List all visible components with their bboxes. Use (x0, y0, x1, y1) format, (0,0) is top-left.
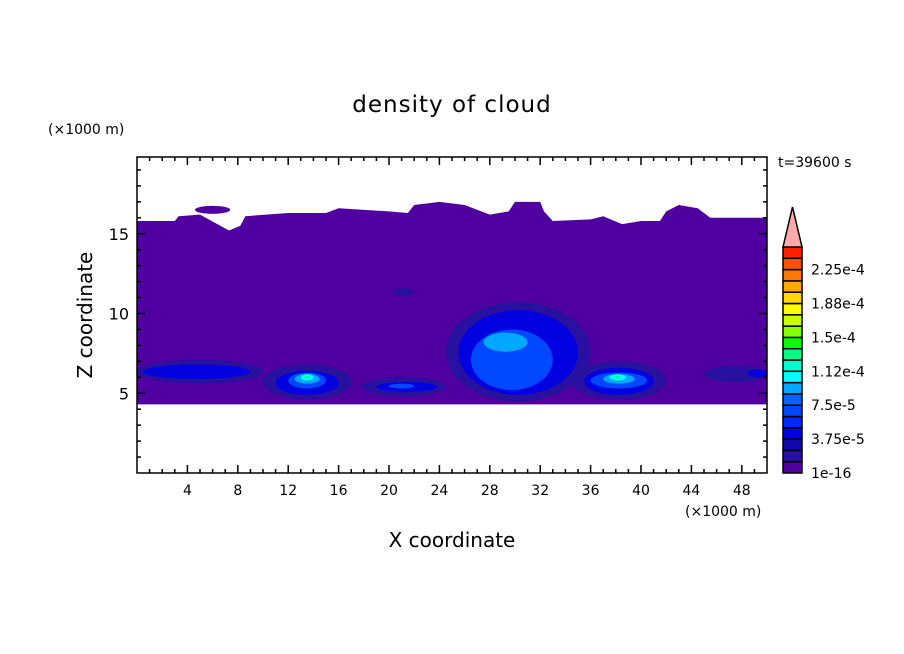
x-unit-label: (×1000 m) (685, 504, 761, 520)
contour-region-level-10 (304, 375, 310, 379)
x-axis-label: X coordinate (389, 528, 516, 552)
colorbar-swatch (782, 370, 803, 384)
colorbar-tick-label: 1.5e-4 (811, 330, 856, 346)
x-tick-label: 48 (733, 483, 751, 499)
contour-region-level-7 (483, 332, 528, 352)
contour-region-level-3 (748, 369, 767, 378)
colorbar-tick-label: 7.5e-5 (811, 398, 856, 414)
colorbar-swatch (782, 359, 803, 373)
plot-area (137, 201, 767, 405)
x-tick-label: 12 (279, 483, 297, 499)
colorbar-tick-label: 2.25e-4 (811, 263, 865, 279)
x-tick-label: 40 (632, 483, 650, 499)
colorbar-swatch (782, 302, 803, 316)
contour-level-0-layer (137, 201, 767, 405)
x-tick-label: 32 (531, 483, 549, 499)
colorbar-swatch (782, 246, 803, 260)
colorbar-overflow-triangle (782, 206, 803, 248)
colorbar-swatch (782, 268, 803, 282)
colorbar-swatch (782, 438, 803, 452)
x-tick-label: 44 (682, 483, 700, 499)
contour-level-0-blob (194, 205, 231, 214)
colorbar-swatch (782, 393, 803, 406)
y-tick-label: 15 (109, 225, 129, 244)
time-label: t=39600 s (778, 155, 852, 171)
y-tick-label: 5 (119, 384, 129, 403)
y-axis-label: Z coordinate (73, 252, 97, 379)
colorbar-tick-label: 1.88e-4 (811, 297, 865, 313)
colorbar-swatch (782, 314, 803, 327)
colorbar-swatch (782, 347, 803, 361)
colorbar-swatch (782, 381, 803, 395)
x-tick-label: 20 (380, 483, 398, 499)
colorbar-tick-label: 1.12e-4 (811, 364, 865, 380)
x-tick-label: 8 (233, 483, 242, 499)
colorbar-swatch (782, 280, 803, 293)
contour-region-level-1 (392, 287, 415, 296)
x-tick-label: 16 (330, 483, 348, 499)
colorbar-swatch (782, 404, 803, 418)
colorbar: 1e-16 3.75e-5 7.5e-5 1.12e-4 1.5e-4 1.88e-4 2.… (782, 206, 865, 482)
colorbar-swatch (782, 336, 803, 350)
contour-region-level-3 (143, 364, 251, 379)
colorbar-swatch (782, 449, 803, 463)
colorbar-tick-label: 1e-16 (811, 466, 851, 482)
y-tick-label: 10 (109, 305, 129, 324)
colorbar-swatch (782, 460, 803, 474)
colorbar-swatch (782, 427, 803, 440)
contour-fills (137, 201, 767, 405)
y-unit-label: (×1000 m) (48, 122, 124, 138)
colorbar-swatch (782, 325, 803, 339)
colorbar-swatch (782, 257, 803, 271)
x-tick-label: 24 (430, 483, 448, 499)
chart-title: density of cloud (352, 92, 551, 118)
x-tick-label: 4 (183, 483, 192, 499)
contour-region-level-10 (615, 375, 620, 379)
colorbar-swatch (782, 415, 803, 429)
contour-region-level-1 (704, 366, 767, 383)
colorbar-swatch (782, 291, 803, 305)
x-tick-label: 36 (582, 483, 600, 499)
contour-region-level-5 (389, 383, 415, 389)
x-tick-label: 28 (481, 483, 499, 499)
colorbar-tick-label: 3.75e-5 (811, 432, 865, 448)
